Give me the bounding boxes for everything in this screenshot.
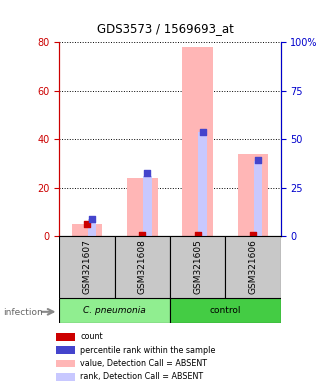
Bar: [56, 346, 75, 354]
Text: GSM321608: GSM321608: [138, 240, 147, 294]
Point: [84, 221, 90, 227]
Bar: [238, 154, 268, 236]
Point: [200, 129, 205, 135]
Bar: [170, 298, 280, 323]
Text: GDS3573 / 1569693_at: GDS3573 / 1569693_at: [97, 22, 233, 35]
Bar: [88, 219, 96, 236]
Bar: [127, 178, 157, 236]
Text: value, Detection Call = ABSENT: value, Detection Call = ABSENT: [80, 359, 207, 368]
Bar: [59, 298, 170, 323]
Bar: [225, 236, 280, 298]
Bar: [56, 359, 75, 367]
Bar: [115, 236, 170, 298]
Text: percentile rank within the sample: percentile rank within the sample: [80, 346, 215, 354]
Bar: [254, 161, 262, 236]
Bar: [56, 373, 75, 381]
Point: [89, 216, 95, 222]
Bar: [72, 224, 102, 236]
Point: [195, 232, 200, 238]
Point: [145, 170, 150, 176]
Point: [255, 157, 261, 163]
Text: GSM321605: GSM321605: [193, 240, 202, 294]
Point: [140, 232, 145, 238]
Bar: [170, 236, 225, 298]
Bar: [143, 175, 152, 236]
Text: rank, Detection Call = ABSENT: rank, Detection Call = ABSENT: [80, 372, 203, 381]
Text: GSM321607: GSM321607: [82, 240, 91, 294]
Bar: [56, 333, 75, 341]
Text: infection: infection: [3, 308, 43, 317]
Text: control: control: [210, 306, 241, 315]
Bar: [182, 47, 213, 236]
Bar: [59, 236, 115, 298]
Text: GSM321606: GSM321606: [248, 240, 257, 294]
Text: count: count: [80, 332, 103, 341]
Bar: [199, 132, 207, 236]
Text: C. pneumonia: C. pneumonia: [83, 306, 146, 315]
Point: [250, 232, 255, 238]
